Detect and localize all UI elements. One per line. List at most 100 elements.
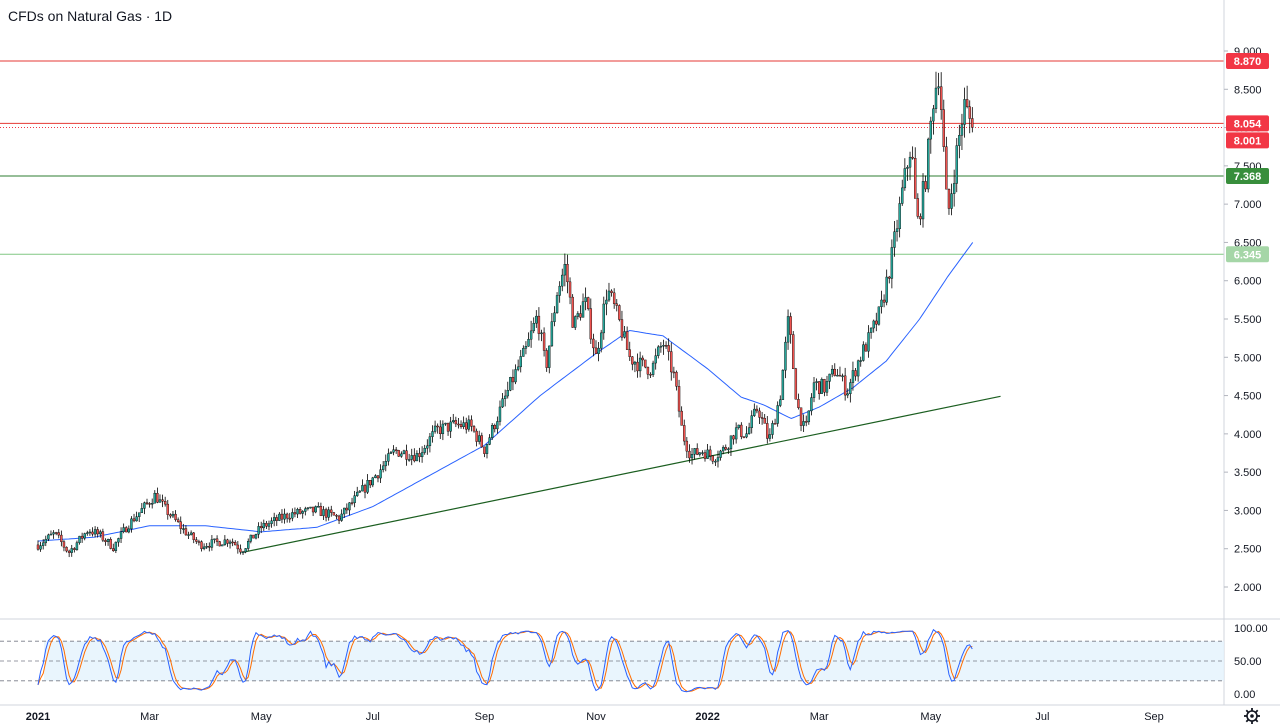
candle-body <box>291 512 294 519</box>
candle-body <box>667 345 670 352</box>
candle-body <box>345 507 349 511</box>
candle-body <box>392 449 395 453</box>
candle-body <box>293 512 297 515</box>
candle-body <box>221 544 224 547</box>
candle-body <box>457 423 460 426</box>
candle-body <box>88 531 92 534</box>
candle-body <box>436 425 439 428</box>
candle-body <box>218 541 221 547</box>
candle-body <box>651 362 655 375</box>
candle-body <box>254 533 258 539</box>
candle-body <box>402 450 406 455</box>
price-tick-label: 2.500 <box>1234 544 1262 556</box>
candle-body <box>275 517 278 521</box>
price-badge <box>1226 115 1269 132</box>
candle-body <box>171 513 175 517</box>
candle-body <box>462 422 465 428</box>
candle-body <box>379 469 382 479</box>
candle-body <box>244 548 247 553</box>
price-tick-label: 3.500 <box>1234 467 1262 479</box>
candle-body <box>470 419 473 427</box>
candle-body <box>677 386 681 412</box>
candle-body <box>475 430 478 442</box>
time-tick-label: Mar <box>810 711 829 723</box>
time-tick-label: 2021 <box>26 711 50 723</box>
candle-body <box>104 540 107 543</box>
candle-body <box>153 492 156 504</box>
oscillator-k-line <box>37 628 973 693</box>
candle-body <box>921 181 925 220</box>
candle-body <box>161 499 164 502</box>
candle-body <box>163 501 167 505</box>
candle-body <box>649 374 652 376</box>
candle-body <box>714 460 717 463</box>
candle-body <box>304 508 307 512</box>
candle-body <box>945 146 948 190</box>
candle-body <box>818 381 821 394</box>
candle-body <box>236 544 240 550</box>
candle-body <box>594 347 598 354</box>
price-tick-label: 4.500 <box>1234 391 1262 403</box>
candle-body <box>184 528 188 536</box>
candle-body <box>501 398 504 408</box>
price-badge-label: 6.345 <box>1234 249 1262 261</box>
candle-body <box>397 450 400 457</box>
candle-body <box>83 533 86 539</box>
candle-body <box>607 290 611 301</box>
candle-body <box>478 435 481 442</box>
candle-body <box>859 360 862 362</box>
price-tick-label: 2.000 <box>1234 582 1262 594</box>
settings-gear-icon[interactable] <box>1244 708 1260 724</box>
candle-body <box>932 108 935 122</box>
candle-body <box>420 452 424 458</box>
candle-body <box>252 534 255 539</box>
candle-body <box>296 509 299 515</box>
candle-body <box>195 539 198 542</box>
candle-body <box>52 532 55 535</box>
candle-body <box>812 382 816 398</box>
time-axis[interactable]: 2021 Mar May Jul Sep Nov 2022 Mar May Jul Sep <box>26 711 1164 723</box>
main-plot-area[interactable] <box>0 0 1224 618</box>
candle-body <box>41 542 45 546</box>
candle-body <box>602 303 605 334</box>
candle-body <box>641 357 644 361</box>
candle-body <box>387 453 390 462</box>
candle-body <box>753 408 756 416</box>
time-tick-label: Mar <box>140 711 159 723</box>
candle-body <box>779 399 782 406</box>
candle-body <box>208 546 211 548</box>
candle-body <box>483 446 486 454</box>
candle-body <box>60 534 63 542</box>
candle-body <box>716 457 720 462</box>
candle-body <box>324 509 328 518</box>
candle-body <box>768 434 772 439</box>
candle-body <box>444 422 447 425</box>
candle-body <box>215 538 219 542</box>
candle-body <box>47 534 50 540</box>
candle-body <box>148 503 151 505</box>
candle-body <box>587 297 590 309</box>
candle-body <box>57 532 60 536</box>
candle-body <box>638 357 642 372</box>
trendline-layer[interactable] <box>241 395 1001 554</box>
candle-body <box>830 368 834 375</box>
moving-average-line <box>37 242 974 542</box>
time-tick-label: 2022 <box>695 711 719 723</box>
candle-body <box>498 406 502 422</box>
horizontal-levels[interactable] <box>0 60 1224 255</box>
candle-body <box>114 541 118 551</box>
candle-body <box>784 341 787 371</box>
candle-body <box>454 420 458 425</box>
candle-body <box>633 361 637 365</box>
candle-body <box>690 454 694 459</box>
time-tick-label: Jul <box>366 711 380 723</box>
candle-body <box>223 539 227 546</box>
candle-body <box>971 118 974 128</box>
candle-body <box>537 315 541 334</box>
candle-body <box>662 345 665 347</box>
candle-body <box>150 503 154 505</box>
candle-body <box>776 405 779 424</box>
ascending-trendline[interactable] <box>241 395 1001 554</box>
candle-body <box>758 410 761 418</box>
